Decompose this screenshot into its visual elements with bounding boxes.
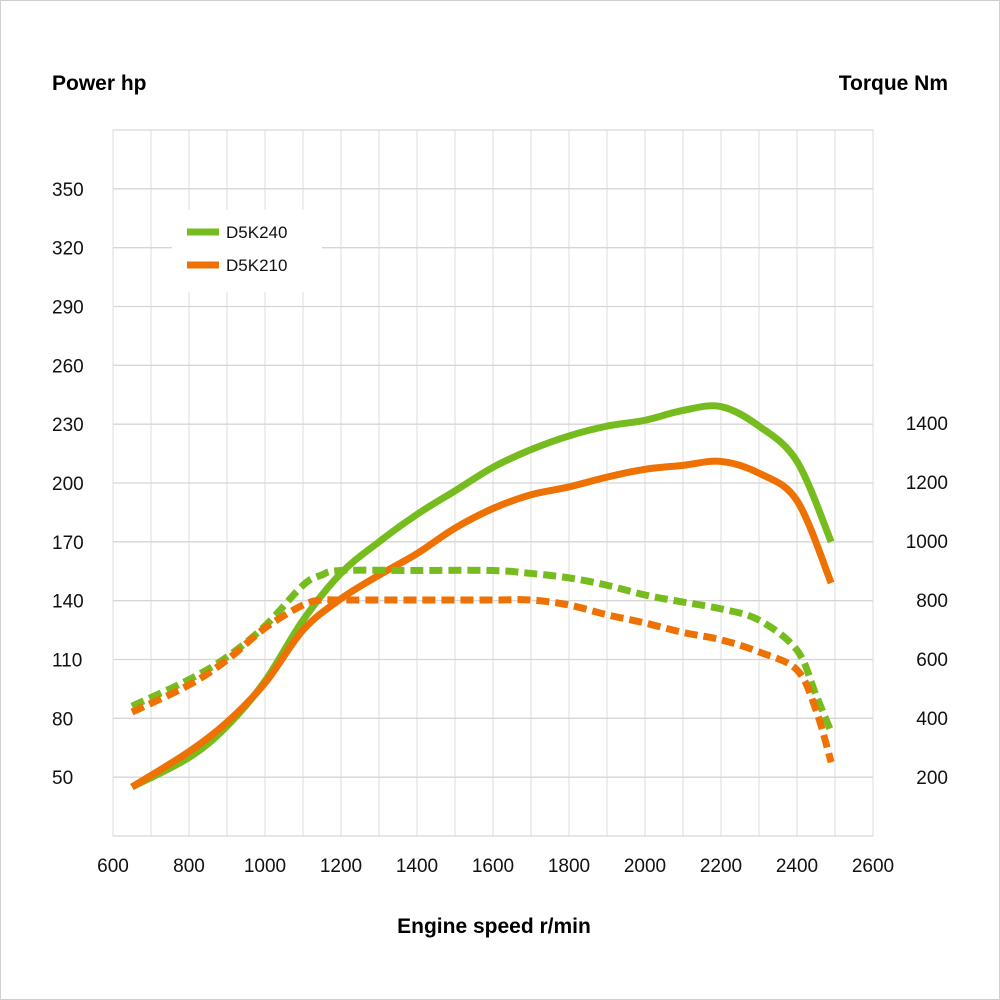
left-axis-title: Power hp: [52, 72, 147, 95]
x-tick-label: 2600: [852, 856, 894, 877]
legend: D5K240 D5K210: [172, 210, 322, 292]
legend-label-d5k210: D5K210: [226, 256, 287, 275]
x-tick-label: 1600: [472, 856, 514, 877]
left-y-tick-label: 260: [52, 356, 84, 377]
tick-labels: 600 800 1000 1200 1400 1600 1800 2000 2200 2400 26…: [52, 180, 948, 877]
x-tick-label: 1400: [396, 856, 438, 877]
x-tick-label: 1000: [244, 856, 286, 877]
x-tick-label: 1800: [548, 856, 590, 877]
right-y-tick-label: 200: [916, 768, 948, 789]
legend-background: [172, 210, 322, 292]
left-y-tick-label: 290: [52, 298, 84, 319]
left-y-tick-label: 80: [52, 709, 73, 730]
left-y-tick-label: 170: [52, 533, 84, 554]
x-tick-label: 2400: [776, 856, 818, 877]
right-y-tick-label: 1200: [906, 473, 948, 494]
legend-label-d5k240: D5K240: [226, 223, 287, 242]
right-y-tick-label: 1400: [906, 414, 948, 435]
series-d5k210-power: [130, 457, 835, 790]
left-y-tick-label: 320: [52, 239, 84, 260]
right-y-tick-label: 400: [916, 709, 948, 730]
left-y-tick-label: 50: [52, 768, 73, 789]
x-tick-label: 1200: [320, 856, 362, 877]
left-y-tick-label: 140: [52, 592, 84, 613]
left-y-tick-label: 200: [52, 474, 84, 495]
right-y-tick-label: 1000: [906, 532, 948, 553]
x-tick-label: 2000: [624, 856, 666, 877]
left-y-tick-label: 230: [52, 415, 84, 436]
x-tick-label: 2200: [700, 856, 742, 877]
left-y-tick-label: 110: [52, 651, 82, 672]
left-y-tick-label: 350: [52, 180, 84, 201]
right-y-tick-label: 600: [916, 650, 948, 671]
x-axis-title: Engine speed r/min: [397, 915, 591, 938]
x-tick-label: 600: [97, 856, 129, 877]
right-axis-title: Torque Nm: [839, 72, 948, 95]
series-lines: [130, 402, 835, 791]
right-y-tick-label: 800: [916, 591, 948, 612]
x-tick-label: 800: [173, 856, 205, 877]
series-d5k210-torque: [130, 596, 835, 764]
